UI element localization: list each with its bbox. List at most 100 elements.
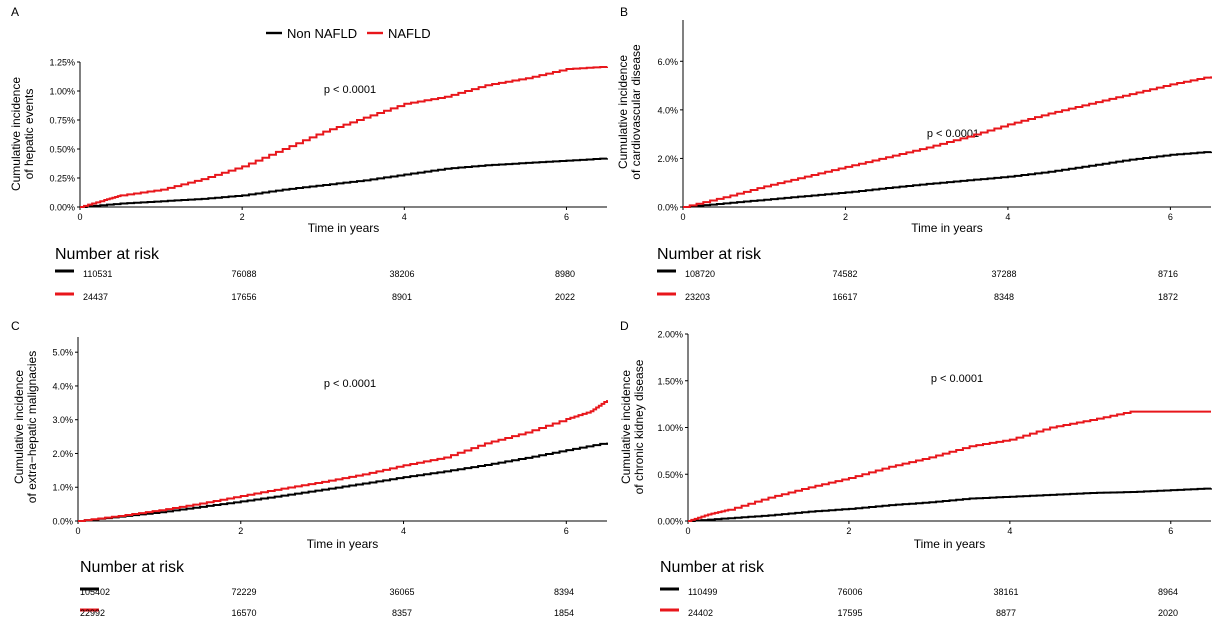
- panel-d: D 0.00% 0.50% 1.00% 1.50% 2.00% 0 2 4 6 Time in ye…: [619, 319, 1212, 618]
- y-axis-label-line: Cumulative incidence: [12, 370, 26, 484]
- risk-count: 105402: [80, 587, 110, 597]
- p-value-annotation: p < 0.0001: [931, 373, 983, 385]
- y-axis-label-line: of extra−hepatic malignacies: [25, 351, 39, 503]
- p-value-annotation: p < 0.0001: [927, 128, 979, 140]
- x-axis-label: Time in years: [308, 221, 380, 235]
- y-tick-label: 4.0%: [657, 105, 678, 115]
- risk-count: 8348: [994, 292, 1014, 302]
- legend-label: Non NAFLD: [287, 26, 357, 41]
- x-tick-label: 2: [846, 526, 851, 536]
- risk-count: 8394: [554, 587, 574, 597]
- x-tick-label: 6: [564, 212, 569, 222]
- p-value-annotation: p < 0.0001: [324, 84, 376, 96]
- series-line-nafld: [683, 76, 1212, 208]
- legend-label: NAFLD: [388, 26, 431, 41]
- y-tick-label: 0.50%: [49, 145, 75, 155]
- series-line-non-nafld: [78, 442, 608, 522]
- y-tick-label: 0.0%: [52, 517, 73, 527]
- risk-count: 16570: [231, 608, 256, 618]
- y-tick-label: 1.50%: [657, 376, 683, 386]
- risk-table-title: Number at risk: [55, 246, 160, 263]
- y-tick-label: 2.0%: [52, 449, 73, 459]
- x-axis-label: Time in years: [914, 537, 986, 551]
- series-line-nafld: [80, 66, 608, 208]
- x-tick-label: 2: [238, 526, 243, 536]
- risk-count: 24402: [688, 608, 713, 618]
- risk-count: 8877: [996, 608, 1016, 618]
- y-tick-label: 3.0%: [52, 415, 73, 425]
- legend-item-non-nafld: Non NAFLD: [266, 26, 357, 41]
- x-axis-label: Time in years: [307, 537, 379, 551]
- y-tick-label: 1.00%: [657, 423, 683, 433]
- risk-count: 76088: [231, 269, 256, 279]
- series-line-nafld: [78, 400, 608, 522]
- x-tick-label: 6: [1168, 526, 1173, 536]
- risk-count: 24437: [83, 292, 108, 302]
- risk-count: 1872: [1158, 292, 1178, 302]
- legend: Non NAFLD NAFLD: [266, 26, 431, 41]
- risk-count: 8964: [1158, 587, 1178, 597]
- risk-count: 110499: [688, 587, 717, 597]
- y-tick-label: 2.00%: [657, 330, 683, 340]
- panel-letter: C: [11, 319, 20, 333]
- risk-count: 16617: [832, 292, 857, 302]
- x-tick-label: 4: [1007, 526, 1012, 536]
- y-tick-label: 1.0%: [52, 483, 73, 493]
- risk-table-title: Number at risk: [657, 246, 762, 263]
- risk-count: 37288: [991, 269, 1016, 279]
- risk-table-title: Number at risk: [80, 559, 185, 576]
- y-tick-label: 2.0%: [657, 154, 678, 164]
- series-line-non-nafld: [80, 157, 608, 208]
- x-tick-label: 4: [401, 526, 406, 536]
- y-tick-label: 6.0%: [657, 57, 678, 67]
- x-tick-label: 6: [1168, 212, 1173, 222]
- y-tick-label: 0.00%: [49, 203, 75, 213]
- panels: A 0.00% 0.25% 0.50% 0.75% 1.00% 1.25% 0 2 4 6 Time …: [9, 5, 1212, 618]
- y-tick-label: 1.25%: [49, 58, 75, 68]
- risk-count: 23203: [685, 292, 710, 302]
- risk-count: 38206: [389, 269, 414, 279]
- risk-count: 8357: [392, 608, 412, 618]
- risk-count: 2020: [1158, 608, 1178, 618]
- series-line-non-nafld: [688, 487, 1212, 522]
- y-axis-label: Cumulative incidenceof cardiovascular di…: [616, 44, 643, 180]
- risk-count: 108720: [685, 269, 715, 279]
- legend-item-nafld: NAFLD: [367, 26, 431, 41]
- risk-count: 76006: [837, 587, 862, 597]
- x-tick-label: 2: [240, 212, 245, 222]
- y-tick-label: 5.0%: [52, 348, 73, 358]
- panel-b: B 0.0% 2.0% 4.0% 6.0% 0 2 4 6 Time in years Cumula…: [616, 5, 1212, 302]
- y-tick-label: 0.00%: [657, 517, 683, 527]
- x-tick-label: 6: [564, 526, 569, 536]
- y-axis-label: Cumulative incidenceof hepatic events: [9, 77, 36, 191]
- risk-count: 17656: [231, 292, 256, 302]
- risk-count: 74582: [832, 269, 857, 279]
- risk-count: 1854: [554, 608, 574, 618]
- risk-table-title: Number at risk: [660, 559, 765, 576]
- y-axis-label: Cumulative incidenceof chronic kidney di…: [619, 359, 646, 494]
- y-axis-label-line: of chronic kidney disease: [632, 359, 646, 494]
- panel-letter: B: [620, 5, 628, 19]
- y-axis-label-line: Cumulative incidence: [616, 55, 630, 169]
- panel-c: C 0.0% 1.0% 2.0% 3.0% 4.0% 5.0% 0 2 4 6 Time in yea…: [11, 319, 608, 618]
- x-tick-label: 0: [680, 212, 685, 222]
- y-tick-label: 4.0%: [52, 381, 73, 391]
- series-line-non-nafld: [683, 151, 1212, 208]
- series-line-nafld: [688, 410, 1211, 522]
- x-tick-label: 4: [402, 212, 407, 222]
- y-axis-label-line: Cumulative incidence: [9, 77, 23, 191]
- y-axis-label: Cumulative incidenceof extra−hepatic mal…: [12, 351, 39, 503]
- x-tick-label: 0: [75, 526, 80, 536]
- x-tick-label: 4: [1005, 212, 1010, 222]
- risk-count: 36065: [389, 587, 414, 597]
- risk-count: 72229: [231, 587, 256, 597]
- risk-count: 17595: [837, 608, 862, 618]
- risk-count: 8901: [392, 292, 412, 302]
- x-tick-label: 2: [843, 212, 848, 222]
- panel-letter: A: [11, 5, 19, 19]
- risk-count: 8980: [555, 269, 575, 279]
- y-tick-label: 0.50%: [657, 470, 683, 480]
- y-axis-label-line: of cardiovascular disease: [629, 44, 643, 180]
- risk-count: 38161: [993, 587, 1018, 597]
